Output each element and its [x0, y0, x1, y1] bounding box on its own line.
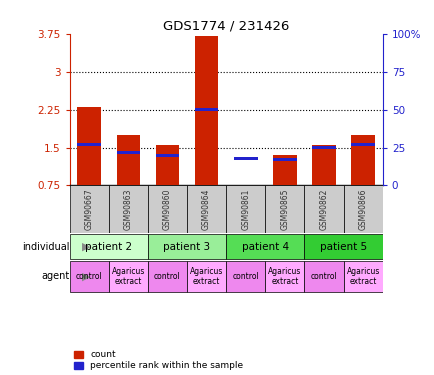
Text: GSM90863: GSM90863	[124, 189, 132, 230]
Text: GSM90860: GSM90860	[163, 189, 171, 230]
Text: GSM90862: GSM90862	[319, 189, 328, 230]
Bar	[312, 145, 335, 186]
Bar	[343, 261, 382, 292]
Bar	[69, 186, 108, 233]
Text: patient 3: patient 3	[163, 242, 210, 252]
Bar	[273, 155, 296, 186]
Bar	[155, 145, 179, 186]
Bar	[148, 261, 187, 292]
Bar	[155, 154, 179, 157]
Bar	[226, 261, 265, 292]
Text: GSM90865: GSM90865	[280, 189, 289, 230]
Bar	[194, 108, 218, 111]
Bar	[77, 107, 101, 186]
Bar	[265, 186, 304, 233]
Bar	[116, 135, 140, 186]
Bar	[304, 234, 382, 260]
Bar	[304, 261, 343, 292]
Bar	[69, 261, 108, 292]
Text: patient 4: patient 4	[241, 242, 288, 252]
Text: Agaricus
extract: Agaricus extract	[268, 267, 301, 286]
Title: GDS1774 / 231426: GDS1774 / 231426	[163, 20, 289, 33]
Bar	[116, 150, 140, 154]
Bar	[304, 186, 343, 233]
Bar	[69, 234, 148, 260]
Text: GSM90864: GSM90864	[202, 189, 210, 230]
Bar	[77, 143, 101, 146]
Bar	[148, 234, 226, 260]
Text: GSM90861: GSM90861	[241, 189, 250, 230]
Text: Agaricus
extract: Agaricus extract	[190, 267, 223, 286]
Text: ▶: ▶	[82, 242, 90, 252]
Text: control: control	[154, 272, 181, 281]
Bar	[265, 261, 304, 292]
Text: GSM90866: GSM90866	[358, 189, 367, 230]
Bar	[108, 261, 148, 292]
Bar	[351, 135, 374, 186]
Legend: count, percentile rank within the sample: count, percentile rank within the sample	[74, 350, 243, 370]
Text: individual: individual	[22, 242, 69, 252]
Text: patient 5: patient 5	[319, 242, 366, 252]
Text: ▶: ▶	[82, 271, 90, 281]
Text: control: control	[76, 272, 102, 281]
Bar	[312, 146, 335, 149]
Text: patient 2: patient 2	[85, 242, 132, 252]
Bar	[187, 261, 226, 292]
Bar	[187, 186, 226, 233]
Text: Agaricus
extract: Agaricus extract	[346, 267, 379, 286]
Bar	[351, 143, 374, 146]
Bar	[194, 36, 218, 186]
Bar	[148, 186, 187, 233]
Text: control: control	[232, 272, 259, 281]
Bar	[233, 157, 257, 160]
Text: control: control	[310, 272, 337, 281]
Text: agent: agent	[41, 271, 69, 281]
Bar	[343, 186, 382, 233]
Bar	[273, 158, 296, 161]
Bar	[226, 186, 265, 233]
Text: GSM90667: GSM90667	[85, 189, 93, 230]
Bar	[108, 186, 148, 233]
Text: Agaricus
extract: Agaricus extract	[112, 267, 145, 286]
Bar	[226, 234, 304, 260]
